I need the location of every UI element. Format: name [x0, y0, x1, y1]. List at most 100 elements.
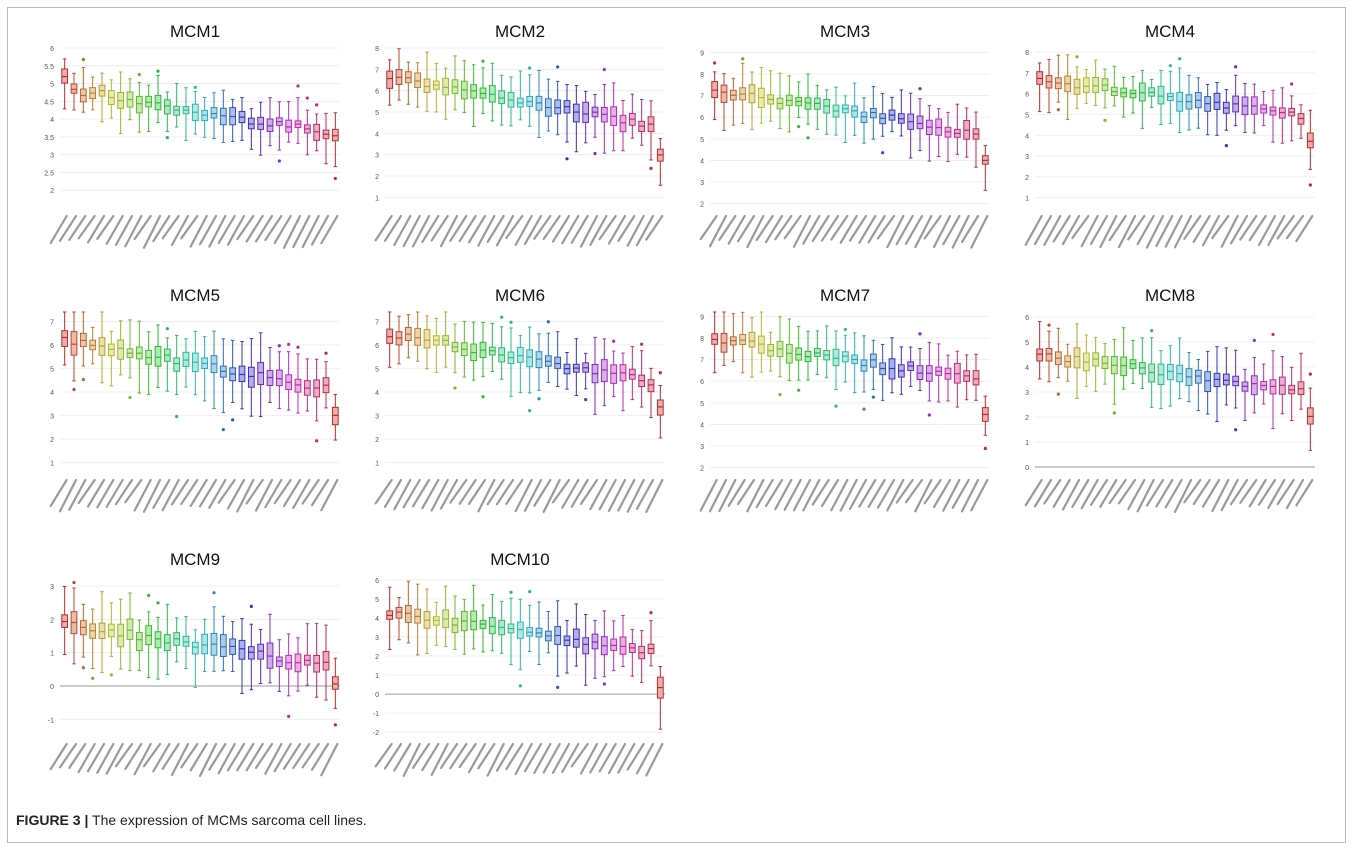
box-10 [467, 321, 487, 505]
box-17 [1183, 359, 1202, 504]
y-tick-label: 4 [1025, 365, 1029, 372]
x-tick-label-mark [495, 478, 515, 506]
box-19 [1201, 346, 1221, 508]
x-tick-label-mark [1257, 478, 1277, 506]
y-tick-label: 2 [700, 466, 704, 473]
x-tick-label-mark [1080, 478, 1099, 510]
y-tick-label: 3 [50, 153, 54, 160]
box-1 [58, 311, 78, 513]
x-tick-label-mark [133, 742, 152, 776]
x-tick-label-mark [86, 214, 106, 244]
box-body [563, 635, 571, 647]
x-tick-label-mark [1033, 478, 1053, 508]
x-tick-label-mark [114, 478, 134, 506]
x-tick-label-mark [124, 214, 143, 248]
x-tick-label-mark [198, 214, 218, 246]
box-29 [320, 112, 339, 245]
y-tick-label: 2.5 [44, 170, 54, 177]
box-1 [708, 73, 728, 248]
box-9 [458, 64, 478, 243]
box-11 [152, 327, 171, 509]
x-tick-label-mark [264, 742, 283, 775]
outlier-point [1056, 392, 1060, 396]
x-tick-label-mark [449, 478, 468, 504]
box-9 [133, 84, 153, 241]
box-26 [942, 350, 961, 512]
x-tick-label-mark [170, 478, 190, 506]
outlier-point [1271, 332, 1275, 337]
outlier-point [584, 397, 588, 402]
box-body [442, 77, 450, 96]
box-25 [282, 637, 302, 770]
box-15 [514, 590, 534, 776]
x-tick-label-mark [589, 742, 608, 774]
box-13 [170, 616, 190, 777]
box-2 [718, 313, 737, 513]
y-tick-label: 7 [375, 319, 379, 326]
box-14 [830, 327, 849, 512]
box-20 [236, 338, 255, 513]
y-tick-label: 6 [375, 89, 379, 96]
x-tick-label-mark [1192, 478, 1211, 506]
x-tick-label-mark [1267, 214, 1286, 247]
box-7 [1089, 343, 1109, 507]
box-body [404, 604, 412, 623]
y-tick-label: 2 [50, 188, 54, 195]
x-tick-label-mark [264, 214, 283, 242]
x-tick-label-mark [1052, 478, 1071, 508]
box-21 [245, 332, 265, 505]
box-3 [402, 311, 422, 509]
x-tick-label-mark [124, 742, 143, 771]
x-tick-label-mark [58, 478, 78, 513]
box-15 [1164, 337, 1184, 509]
box-7 [114, 78, 134, 246]
box-28 [635, 611, 655, 775]
box-11 [477, 62, 496, 247]
x-tick-label-mark [1136, 214, 1155, 246]
x-tick-label-mark [876, 214, 896, 240]
box-body [285, 119, 293, 133]
x-tick-label-mark [746, 478, 765, 513]
x-tick-label-mark [383, 478, 403, 508]
outlier-point [1056, 108, 1060, 112]
chart-mcm9: MCM9 -1 0 1 2 3 [48, 550, 340, 777]
box-body [1073, 78, 1081, 95]
x-tick-label-mark [533, 742, 552, 774]
box-26 [292, 358, 311, 509]
box-body [219, 107, 227, 126]
box-body [414, 327, 422, 346]
x-tick-label-mark [951, 214, 970, 249]
box-27 [1276, 82, 1296, 240]
y-tick-label: 2 [700, 202, 704, 209]
panel-mcm6: MCM6 1 2 3 4 5 6 7 [355, 282, 675, 542]
box-18 [1192, 350, 1212, 506]
box-15 [189, 96, 209, 248]
x-tick-label-mark [1136, 478, 1155, 513]
outlier-point [509, 320, 513, 324]
box-4 [86, 591, 106, 773]
x-tick-label-mark [830, 214, 849, 241]
box-22 [579, 619, 599, 775]
y-tick-label: 5 [50, 366, 54, 373]
x-tick-label-mark [505, 478, 524, 505]
x-tick-label-mark [764, 478, 784, 508]
box-body [488, 617, 496, 635]
outlier-point [212, 591, 216, 595]
box-18 [217, 98, 237, 245]
x-tick-label-mark [1183, 478, 1202, 504]
box-0 [699, 311, 719, 512]
x-tick-label-mark [467, 742, 487, 774]
box-11 [802, 330, 821, 512]
box-body [257, 362, 265, 385]
y-tick-label: 4 [1025, 133, 1029, 140]
box-16 [523, 69, 543, 246]
x-tick-label-mark [774, 214, 793, 241]
box-body [1138, 82, 1146, 102]
box-22 [1229, 368, 1249, 506]
box-26 [1267, 356, 1286, 510]
box-15 [1164, 57, 1184, 248]
x-tick-label-mark [1089, 214, 1109, 245]
box-10 [142, 69, 162, 249]
chart-mcm2: MCM2 1 2 3 4 5 6 7 8 [374, 22, 665, 248]
box-3 [402, 62, 422, 248]
